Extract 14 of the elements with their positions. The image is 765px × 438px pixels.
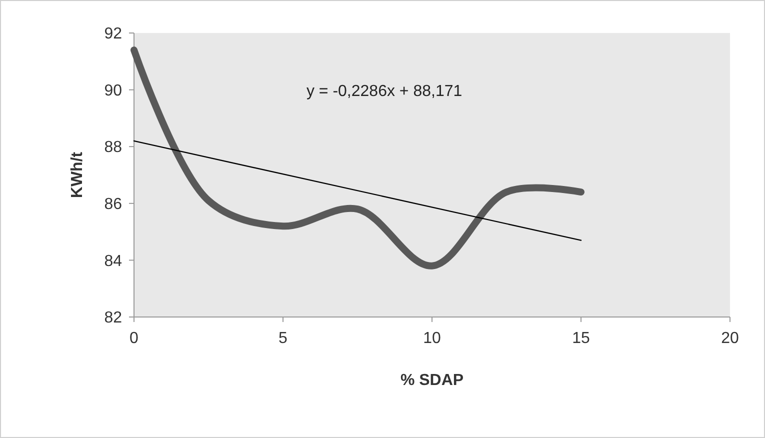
x-tick-label: 0 bbox=[130, 330, 139, 347]
x-tick-label: 10 bbox=[423, 330, 441, 347]
x-tick-label: 15 bbox=[572, 330, 590, 347]
y-tick-label: 92 bbox=[104, 26, 122, 43]
y-axis-title: KWh/t bbox=[69, 151, 86, 198]
y-tick-label: 84 bbox=[104, 252, 122, 270]
y-tick-label: 86 bbox=[104, 196, 122, 213]
y-tick-label: 82 bbox=[104, 310, 122, 327]
annotation: y = -0,2286x + 88,171 bbox=[306, 83, 462, 100]
x-tick-label: 20 bbox=[721, 330, 739, 347]
x-axis-title: % SDAP bbox=[400, 372, 464, 389]
y-tick-label: 90 bbox=[104, 82, 122, 100]
y-tick-label: 88 bbox=[104, 139, 122, 156]
x-tick-label: 5 bbox=[278, 330, 288, 347]
